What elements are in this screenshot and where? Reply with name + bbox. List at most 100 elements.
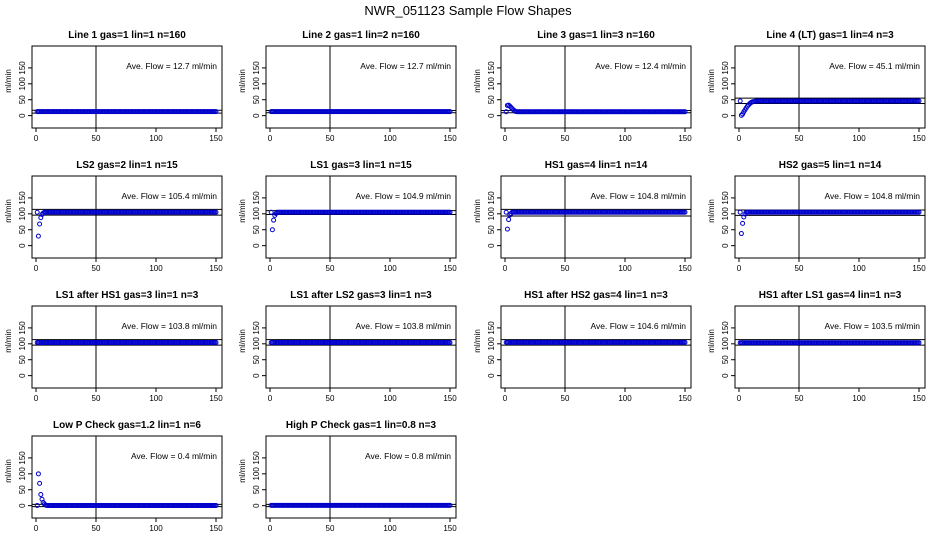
data-point [213, 209, 219, 215]
x-tick-label: 150 [209, 524, 223, 533]
y-tick-label: 100 [487, 77, 496, 91]
x-tick-label: 0 [737, 134, 742, 143]
y-tick-label: 0 [487, 243, 496, 248]
x-tick-label: 100 [852, 394, 866, 403]
x-tick-label: 100 [852, 134, 866, 143]
x-tick-label: 100 [383, 264, 397, 273]
plot-frame [500, 305, 692, 389]
data-point [916, 340, 922, 346]
data-point [504, 226, 510, 232]
y-tick-label: 150 [487, 191, 496, 205]
data-points [34, 471, 219, 509]
data-points [737, 209, 922, 237]
x-tick-label: 100 [383, 394, 397, 403]
y-tick-label: 150 [252, 451, 261, 465]
x-tick-label: 100 [618, 264, 632, 273]
data-point [35, 471, 41, 477]
x-tick-label: 100 [149, 524, 163, 533]
data-point [741, 214, 747, 220]
x-tick-label: 0 [503, 264, 508, 273]
x-tick-label: 100 [383, 134, 397, 143]
average-flow-annotation: Ave. Flow = 12.7 ml/min [360, 61, 451, 71]
plot-frame [500, 175, 692, 259]
y-tick-label: 150 [18, 321, 27, 335]
x-tick-label: 0 [268, 394, 273, 403]
panel-13: Low P Check gas=1.2 lin=1 n=6 0 50 100 150 0 5… [4, 420, 223, 533]
panel-3: Line 3 gas=1 lin=3 n=160 0 50 100 150 0 50 100 1… [473, 30, 692, 143]
average-flow-annotation: Ave. Flow = 103.5 ml/min [824, 321, 920, 331]
y-tick-label: 100 [487, 337, 496, 351]
panel-title: Line 3 gas=1 lin=3 n=160 [537, 30, 655, 41]
panel-title: High P Check gas=1 lin=0.8 n=3 [286, 420, 437, 431]
y-axis-label: ml/min [238, 329, 247, 353]
x-tick-label: 150 [209, 134, 223, 143]
panel-title: Line 2 gas=1 lin=2 n=160 [302, 30, 420, 41]
y-tick-label: 100 [487, 207, 496, 221]
panel-title: LS1 gas=3 lin=1 n=15 [310, 160, 412, 171]
y-tick-label: 0 [252, 243, 261, 248]
data-point [447, 502, 453, 508]
panel-12: HS1 after LS1 gas=4 lin=1 n=3 0 50 100 150 0 5… [707, 290, 926, 403]
figure-title: NWR_051123 Sample Flow Shapes [364, 3, 572, 18]
plot-frame [265, 305, 457, 389]
plot-frame [265, 45, 457, 129]
x-tick-label: 50 [795, 264, 804, 273]
y-tick-label: 150 [487, 61, 496, 75]
y-tick-label: 150 [252, 191, 261, 205]
plot-frame [265, 435, 457, 519]
data-point [37, 221, 43, 227]
data-point [268, 209, 274, 215]
x-tick-label: 0 [503, 134, 508, 143]
panel-8: HS2 gas=5 lin=1 n=14 0 50 100 150 0 50 100 150 ml… [707, 160, 926, 273]
y-tick-label: 150 [18, 451, 27, 465]
plot-frame [500, 45, 692, 129]
y-axis-label: ml/min [238, 199, 247, 223]
data-point [447, 209, 453, 215]
x-tick-label: 50 [92, 264, 101, 273]
data-point [740, 220, 746, 226]
average-flow-annotation: Ave. Flow = 103.8 ml/min [355, 321, 451, 331]
x-tick-label: 150 [443, 394, 457, 403]
panel-4: Line 4 (LT) gas=1 lin=4 n=3 0 50 100 150 0 50 1… [707, 30, 926, 143]
x-tick-label: 100 [618, 394, 632, 403]
panel-7: HS1 gas=4 lin=1 n=14 0 50 100 150 0 50 100 150 ml… [473, 160, 692, 273]
x-tick-label: 100 [618, 134, 632, 143]
panel-title: Line 1 gas=1 lin=1 n=160 [68, 30, 186, 41]
y-tick-label: 0 [18, 113, 27, 118]
y-tick-label: 150 [721, 321, 730, 335]
data-points [34, 109, 219, 115]
plot-frame [734, 45, 926, 129]
data-point [34, 209, 40, 215]
panel-title: LS1 after HS1 gas=3 lin=1 n=3 [56, 290, 199, 301]
data-point [737, 209, 743, 215]
data-points [737, 98, 922, 118]
data-points [503, 339, 688, 345]
plot-frame [734, 305, 926, 389]
data-points [503, 209, 688, 232]
data-point [213, 340, 219, 346]
y-axis-label: ml/min [238, 69, 247, 93]
data-point [738, 231, 744, 237]
x-tick-label: 0 [34, 264, 39, 273]
data-point [38, 492, 44, 497]
data-point [737, 98, 743, 104]
x-tick-label: 0 [268, 524, 273, 533]
y-tick-label: 50 [487, 95, 496, 104]
x-tick-label: 0 [503, 394, 508, 403]
y-tick-label: 150 [721, 61, 730, 75]
panel-9: LS1 after HS1 gas=3 lin=1 n=3 0 50 100 150 0 5… [4, 290, 223, 403]
average-flow-annotation: Ave. Flow = 105.4 ml/min [121, 191, 217, 201]
data-point [738, 112, 744, 118]
x-tick-label: 150 [443, 134, 457, 143]
data-point [269, 227, 275, 233]
data-points [503, 102, 688, 115]
data-point [503, 109, 509, 115]
y-tick-label: 100 [721, 337, 730, 351]
data-point [447, 340, 453, 346]
x-tick-label: 0 [737, 394, 742, 403]
panel-11: HS1 after HS2 gas=4 lin=1 n=3 0 50 100 150 0 5… [473, 290, 692, 403]
x-tick-label: 50 [92, 134, 101, 143]
y-tick-label: 0 [487, 113, 496, 118]
average-flow-annotation: Ave. Flow = 103.8 ml/min [121, 321, 217, 331]
